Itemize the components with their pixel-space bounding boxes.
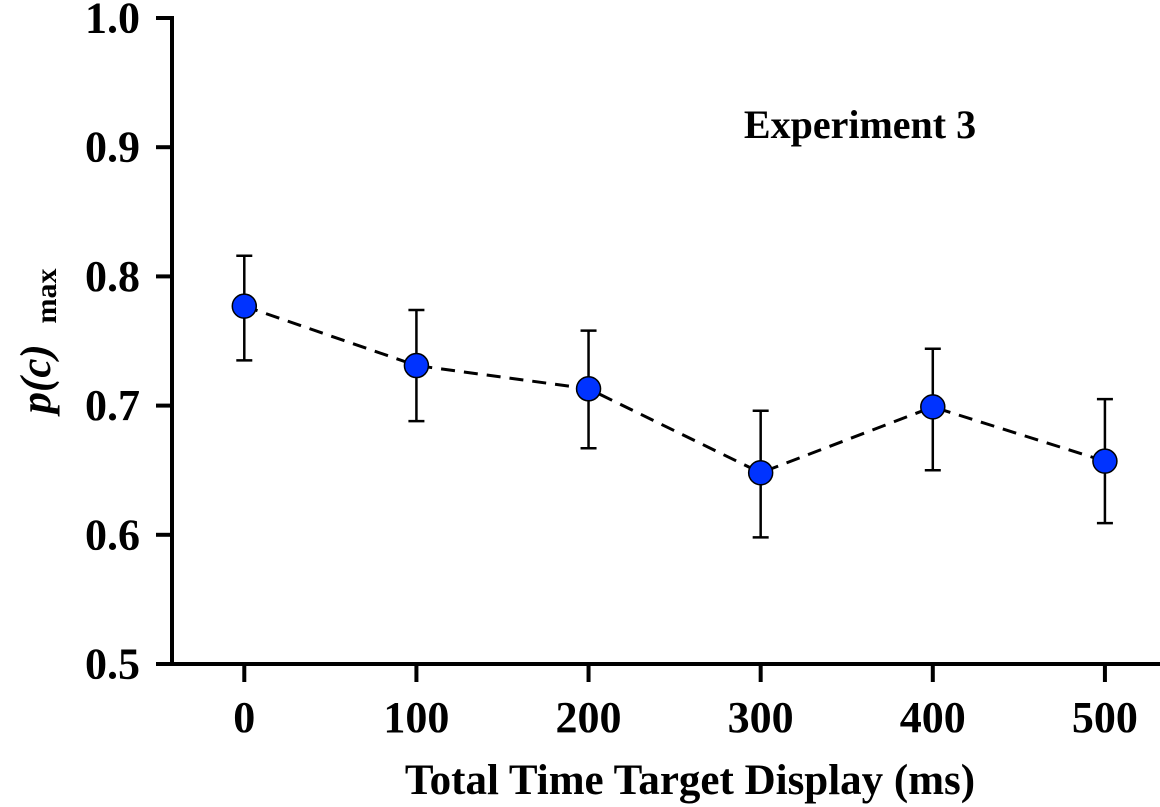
x-tick-label-0: 0 [233,693,255,742]
data-point-0 [231,293,258,319]
y-axis-title-main: p(c) [13,344,60,417]
x-tick-label-4: 400 [900,693,966,742]
y-tick-label-1: 0.6 [85,510,140,559]
y-tick-label-0: 0.5 [85,640,140,689]
y-axis-title-sub: max [30,269,63,324]
data-point-3 [747,460,774,486]
y-tick-label-3: 0.8 [85,252,140,301]
x-tick-label-2: 200 [556,693,622,742]
x-tick-label-5: 500 [1072,693,1138,742]
y-tick-label-5: 1.0 [85,0,140,43]
data-point-2 [575,376,602,402]
x-tick-label-1: 100 [383,693,449,742]
y-tick-label-4: 0.9 [85,123,140,172]
series-line-0 [243,304,1106,475]
series-layer [231,254,1118,539]
axes [170,16,1160,666]
x-ticks: 0 100 200 300 400 500 [233,664,1138,742]
x-axis-title: Total Time Target Display (ms) [405,757,975,804]
experiment-annotation: Experiment 3 [744,102,976,147]
data-point-5 [1092,448,1118,474]
x-tick-label-3: 300 [728,693,794,742]
y-ticks: 0.5 0.6 0.7 0.8 0.9 1.0 [85,0,172,689]
y-tick-label-2: 0.7 [85,381,140,430]
data-point-4 [920,394,946,420]
y-axis-title: p(c) max [13,269,63,418]
data-point-1 [403,352,430,379]
